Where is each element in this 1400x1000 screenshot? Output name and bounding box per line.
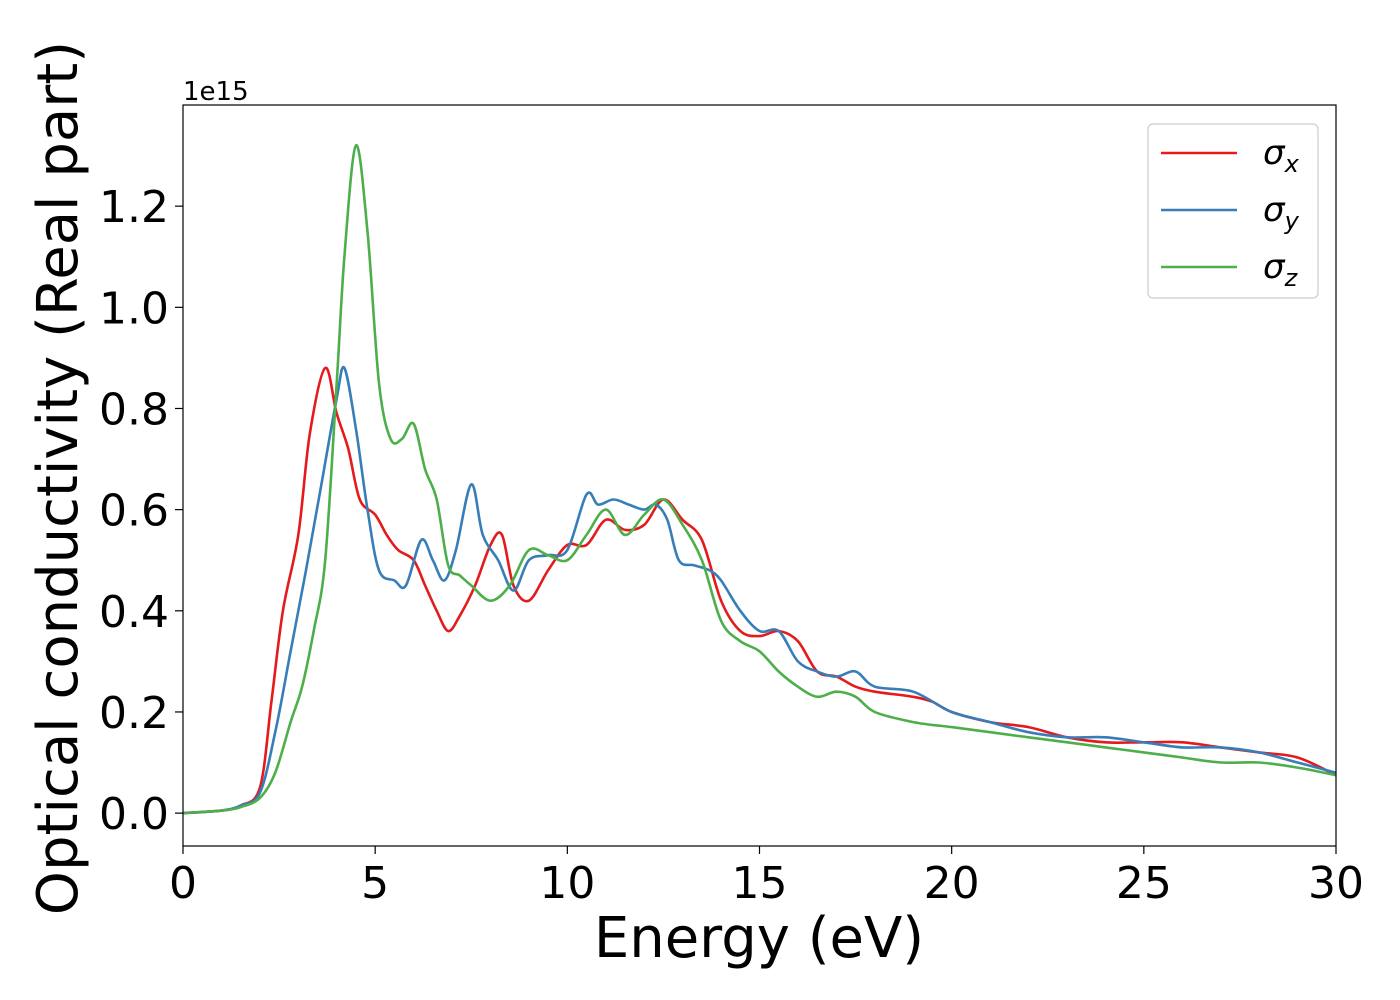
x-tick-label: 25 [1116,858,1172,909]
y-offset-text: 1e15 [183,77,249,107]
y-tick-label: 1.0 [99,283,169,334]
y-tick-label: 0.2 [99,688,169,739]
x-tick-label: 10 [539,858,595,909]
x-tick-label: 5 [361,858,389,909]
plot-area [183,105,1336,846]
x-tick-label: 0 [169,858,197,909]
y-tick-label: 0.8 [99,384,169,435]
y-tick-label: 0.6 [99,486,169,537]
x-axis-label: Energy (eV) [594,906,924,971]
y-tick-label: 1.2 [99,182,169,233]
y-tick-label: 0.4 [99,587,169,638]
y-axis-label: Optical conductivity (Real part) [26,41,91,915]
x-axis-ticks: 0 5 10 15 20 25 30 [169,846,1364,909]
x-tick-label: 30 [1308,858,1364,909]
y-axis-ticks: 0.0 0.2 0.4 0.6 0.8 1.0 1.2 [99,182,183,840]
x-tick-label: 20 [924,858,980,909]
series-layer [182,144,1337,815]
x-tick-label: 15 [732,858,788,909]
y-tick-label: 0.0 [99,789,169,840]
series-line-3 [182,144,1337,815]
series-line-2 [182,365,1337,815]
